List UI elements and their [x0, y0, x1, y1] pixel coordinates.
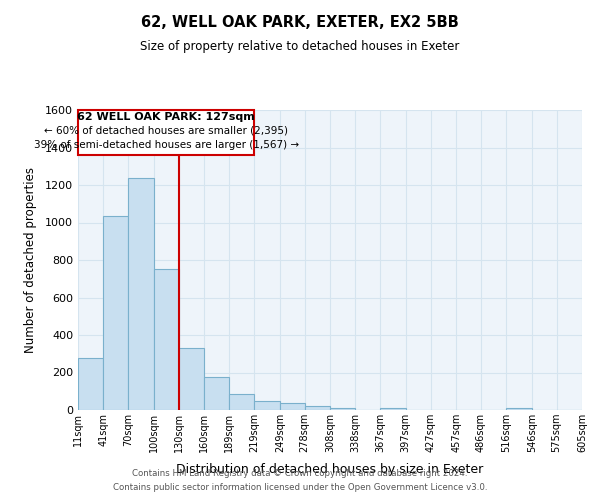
- Bar: [254, 400, 280, 410]
- Bar: [128, 178, 154, 410]
- Bar: [330, 408, 355, 410]
- Bar: [78, 358, 103, 410]
- Bar: [205, 377, 229, 410]
- Bar: [280, 403, 305, 410]
- Bar: [103, 216, 128, 410]
- Text: 39% of semi-detached houses are larger (1,567) →: 39% of semi-detached houses are larger (…: [34, 140, 299, 149]
- Bar: [380, 408, 406, 410]
- Text: 62 WELL OAK PARK: 127sqm: 62 WELL OAK PARK: 127sqm: [77, 112, 255, 122]
- Text: ← 60% of detached houses are smaller (2,395): ← 60% of detached houses are smaller (2,…: [44, 126, 288, 136]
- Y-axis label: Number of detached properties: Number of detached properties: [23, 167, 37, 353]
- Bar: [229, 394, 254, 410]
- FancyBboxPatch shape: [78, 110, 254, 155]
- Text: Contains public sector information licensed under the Open Government Licence v3: Contains public sector information licen…: [113, 484, 487, 492]
- Bar: [506, 408, 532, 410]
- X-axis label: Distribution of detached houses by size in Exeter: Distribution of detached houses by size …: [176, 464, 484, 476]
- Bar: [305, 406, 330, 410]
- Text: Size of property relative to detached houses in Exeter: Size of property relative to detached ho…: [140, 40, 460, 53]
- Bar: [179, 348, 205, 410]
- Text: 62, WELL OAK PARK, EXETER, EX2 5BB: 62, WELL OAK PARK, EXETER, EX2 5BB: [141, 15, 459, 30]
- Text: Contains HM Land Registry data © Crown copyright and database right 2024.: Contains HM Land Registry data © Crown c…: [132, 468, 468, 477]
- Bar: [154, 270, 179, 410]
